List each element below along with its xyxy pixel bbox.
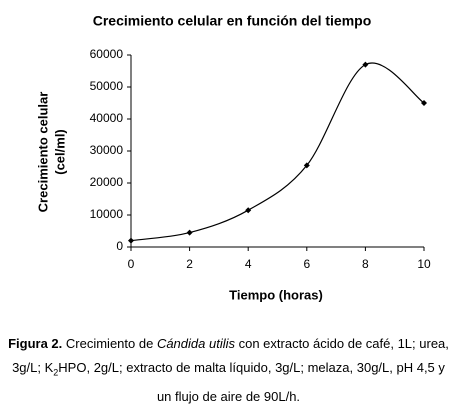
y-tick-label: 20000 [90,175,124,189]
caption-subscript: 2 [53,367,59,378]
y-tick-label: 10000 [90,207,124,221]
x-tick-label: 2 [186,257,193,271]
x-tick-label: 6 [303,257,310,271]
caption-text: HPO, 2g/L; extracto de malta líquido, 3g… [58,360,445,404]
marker [421,100,427,106]
x-tick-label: 10 [417,257,431,271]
marker [362,61,369,68]
marker [128,237,134,244]
y-tick-label: 40000 [90,111,124,125]
y-tick-label: 50000 [90,79,124,93]
caption-text: Crecimiento de [62,336,157,351]
y-tick-label: 0 [116,239,123,253]
y-axis-label: (cel/ml) [52,129,67,175]
series-line [130,62,425,242]
caption-label: Figura 2. [8,336,63,351]
caption: Figura 2. Crecimiento de Cándida utilis … [8,332,449,409]
x-tick-label: 8 [362,257,369,271]
x-tick-label: 4 [245,257,252,271]
x-axis-label: Tiempo (horas) [229,287,323,302]
x-tick-label: 0 [128,257,135,271]
chart: Crecimiento celular en función del tiemp… [35,13,431,303]
caption-species: Cándida utilis [156,336,235,351]
marker [245,207,252,214]
y-tick-label: 60000 [90,47,124,61]
y-axis-label: Crecimiento celular [35,92,50,213]
chart-title: Crecimiento celular en función del tiemp… [93,13,372,29]
y-tick-label: 30000 [90,143,124,157]
caption-text: con extracto ácido de café, 1L; urea, 3g… [12,336,449,375]
marker [303,162,310,169]
marker [186,229,193,236]
